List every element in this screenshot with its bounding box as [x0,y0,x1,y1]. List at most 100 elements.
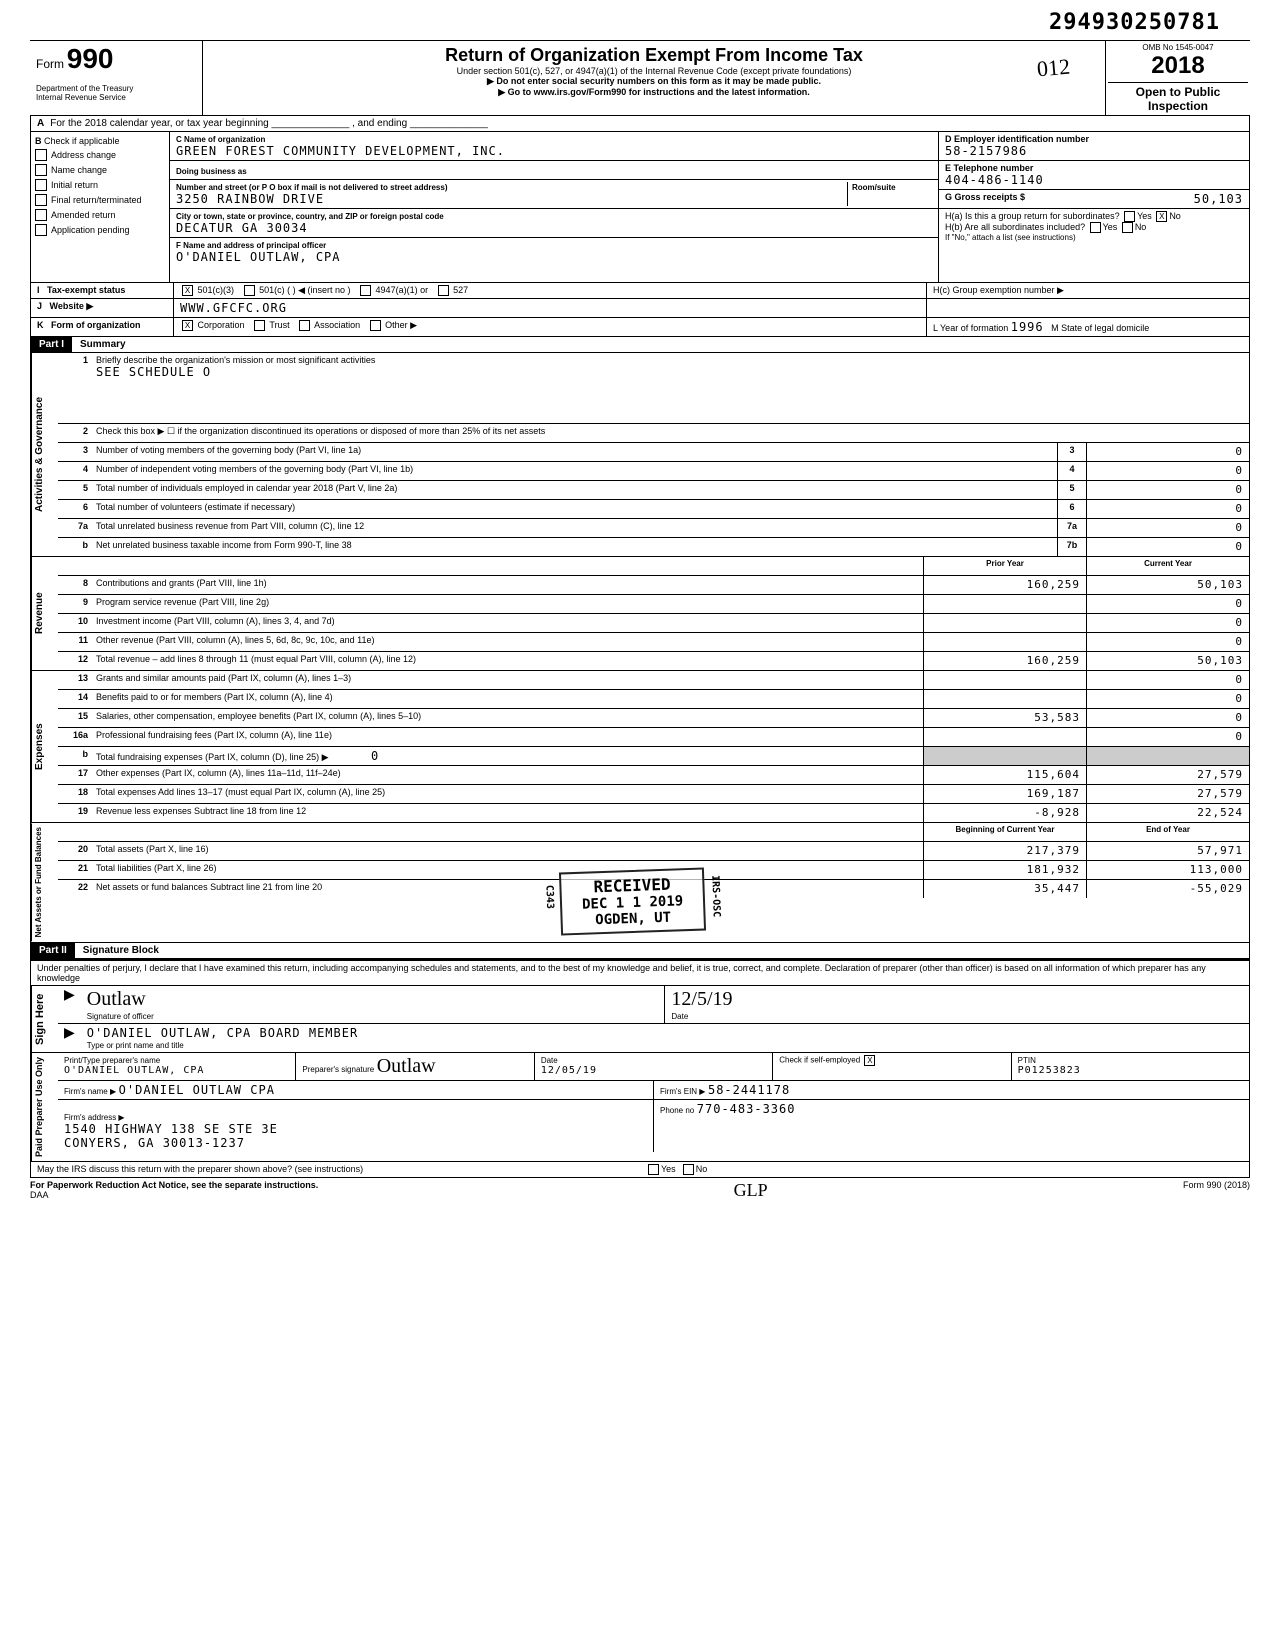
phone-label: Phone no [660,1106,694,1115]
l11-curr: 0 [1086,633,1249,651]
form-subtitle: Under section 501(c), 527, or 4947(a)(1)… [207,66,1101,76]
l6-val: 0 [1086,500,1249,518]
chk-address [35,149,47,161]
firm-name: O'DANIEL OUTLAW CPA [119,1083,275,1097]
prep-date: 12/05/19 [541,1065,597,1076]
ha-yes: Yes [1137,211,1152,221]
l17-prior: 115,604 [923,766,1086,784]
l20-prior: 217,379 [923,842,1086,860]
dln-stamp: 294930250781 [1049,10,1220,35]
l10-prior [923,614,1086,632]
tab-netassets: Net Assets or Fund Balances [31,823,58,941]
perjury-text: Under penalties of perjury, I declare th… [31,961,1249,986]
l7b-val: 0 [1086,538,1249,556]
officer-signature: Outlaw [87,988,146,1010]
l3-val: 0 [1086,443,1249,461]
part2-label: Part II [31,943,75,958]
block-expenses: Expenses 13Grants and similar amounts pa… [30,671,1250,823]
lbl-amended: Amended return [51,210,116,220]
tab-revenue: Revenue [31,557,58,670]
dept-line2: Internal Revenue Service [36,94,196,103]
l8-prior: 160,259 [923,576,1086,594]
l5-val: 0 [1086,481,1249,499]
part1-label: Part I [31,337,72,352]
k-other: Other ▶ [385,320,417,330]
officer-typed-name: O'DANIEL OUTLAW, CPA BOARD MEMBER [87,1026,358,1040]
i-527: 527 [453,285,468,295]
row-a-text: For the 2018 calendar year, or tax year … [50,118,488,129]
ptin: P01253823 [1018,1065,1081,1076]
part1-title: Summary [72,337,134,352]
k-corp: Corporation [198,320,245,330]
l19-text: Revenue less expenses Subtract line 18 f… [92,804,923,822]
firm-addr: 1540 HIGHWAY 138 SE STE 3E CONYERS, GA 3… [64,1122,278,1150]
firm-ein: 58-2441178 [708,1083,790,1097]
l12-curr: 50,103 [1086,652,1249,670]
l16a-curr: 0 [1086,728,1249,746]
c-addr-label: Number and street (or P O box if mail is… [176,183,447,192]
omb: OMB No 1545-0047 [1108,43,1248,52]
l3-text: Number of voting members of the governin… [92,443,1057,461]
l9-curr: 0 [1086,595,1249,613]
i-501c3: 501(c)(3) [198,285,235,295]
chk-name [35,164,47,176]
footer-daa: DAA [30,1190,49,1200]
l16b-text: Total fundraising expenses (Part IX, col… [96,752,329,762]
hc-label: H(c) Group exemption number ▶ [933,285,1064,295]
k-assoc-chk [299,320,310,331]
l4-text: Number of independent voting members of … [92,462,1057,480]
form-warn2: ▶ Go to www.irs.gov/Form990 for instruct… [207,87,1101,98]
l11-prior [923,633,1086,651]
l19-prior: -8,928 [923,804,1086,822]
k-trust: Trust [269,320,289,330]
hdr-prior: Prior Year [923,557,1086,575]
l15-curr: 0 [1086,709,1249,727]
l11-text: Other revenue (Part VIII, column (A), li… [92,633,923,651]
sign-here-label: Sign Here [31,986,58,1052]
ha-label: H(a) Is this a group return for subordin… [945,211,1120,221]
signature-block: Under penalties of perjury, I declare th… [30,959,1250,1178]
i-527-chk [438,285,449,296]
l14-text: Benefits paid to or for members (Part IX… [92,690,923,708]
l14-prior [923,690,1086,708]
gross-receipts: 50,103 [1194,192,1243,206]
d-tel-label: E Telephone number [945,163,1033,173]
l6-text: Total number of volunteers (estimate if … [92,500,1057,518]
l18-prior: 169,187 [923,785,1086,803]
k-other-chk [370,320,381,331]
form-warn1: ▶ Do not enter social security numbers o… [207,76,1101,87]
hb-no-chk [1122,222,1133,233]
arrow-icon-2: ▶ [64,1024,75,1052]
part2-title: Signature Block [75,943,167,958]
open1: Open to Public [1108,85,1248,99]
sig-label: Signature of officer [87,1012,154,1021]
form-number: 990 [67,43,114,74]
l19-curr: 22,524 [1086,804,1249,822]
website: WWW.GFCFC.ORG [180,301,287,315]
chk-amended [35,209,47,221]
firm-phone: 770-483-3360 [697,1102,796,1116]
c-city-label: City or town, state or province, country… [176,212,444,221]
ha-yes-chk [1124,211,1135,222]
chk-initial [35,179,47,191]
officer-name-label: Type or print name and title [87,1041,184,1050]
l21-text: Total liabilities (Part X, line 26) [92,861,923,879]
l5-text: Total number of individuals employed in … [92,481,1057,499]
lbl-initial: Initial return [51,180,98,190]
row-i: I Tax-exempt status X 501(c)(3) 501(c) (… [30,283,1250,299]
l13-prior [923,671,1086,689]
self-chk: X [864,1055,875,1066]
sig-date-hand: 12/5/19 [671,988,732,1010]
l18-curr: 27,579 [1086,785,1249,803]
l13-curr: 0 [1086,671,1249,689]
org-city: DECATUR GA 30034 [176,221,308,235]
footer-right: Form 990 (2018) [1183,1180,1250,1201]
discuss-no-chk [683,1164,694,1175]
tax-year: 2018 [1108,52,1248,80]
l14-curr: 0 [1086,690,1249,708]
l1-text: Briefly describe the organization's miss… [96,355,375,365]
ptin-label: PTIN [1018,1056,1036,1065]
firm-name-label: Firm's name ▶ [64,1087,116,1096]
l15-prior: 53,583 [923,709,1086,727]
footer-hand: GLP [734,1180,768,1201]
